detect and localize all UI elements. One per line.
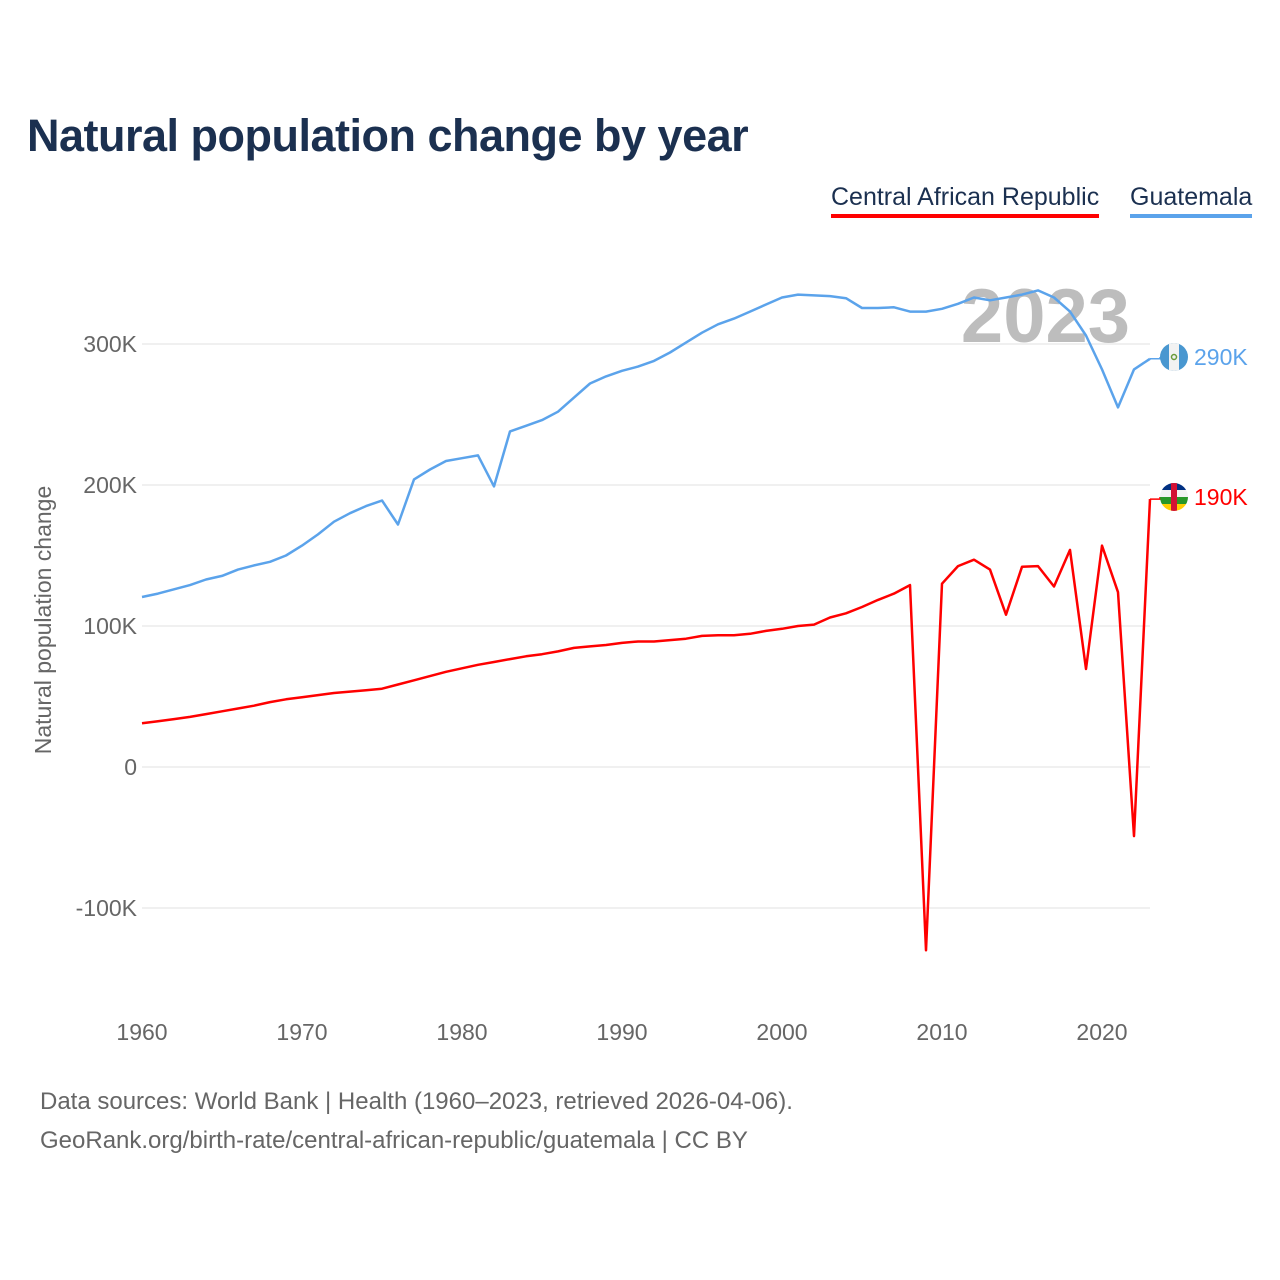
x-tick-label: 2020 (1076, 1019, 1127, 1045)
central-african-republic-flag-icon (1160, 483, 1188, 511)
legend-item-guatemala[interactable]: Guatemala (1130, 183, 1253, 218)
footer-link[interactable]: GeoRank.org/birth-rate/central-african-r… (40, 1127, 748, 1154)
y-tick-label: 200K (83, 472, 137, 498)
x-tick-label: 1970 (276, 1019, 327, 1045)
series-line-guatemala[interactable] (141, 289, 1151, 599)
y-axis-label: Natural population change (30, 486, 56, 755)
end-connector (1150, 497, 1161, 500)
footer-sources: Data sources: World Bank | Health (1960–… (40, 1088, 793, 1115)
x-tick-label: 2000 (756, 1019, 807, 1045)
y-tick-label: 0 (124, 754, 137, 780)
y-tick-label: 100K (83, 613, 137, 639)
year-watermark: 2023 (961, 274, 1130, 359)
end-connector (1150, 357, 1161, 360)
legend-item-central-african-republic[interactable]: Central African Republic (831, 183, 1100, 218)
end-value-label: 290K (1194, 344, 1248, 370)
x-tick-label: 1980 (436, 1019, 487, 1045)
x-tick-label: 1960 (116, 1019, 167, 1045)
x-tick-label: 1990 (596, 1019, 647, 1045)
end-value-label: 190K (1194, 484, 1248, 510)
chart-title: Natural population change by year (27, 110, 749, 161)
x-tick-label: 2010 (916, 1019, 967, 1045)
guatemala-flag-icon (1160, 343, 1188, 371)
series-line-central-african-republic[interactable] (141, 499, 1152, 952)
y-tick-label: 300K (83, 331, 137, 357)
y-tick-label: -100K (76, 895, 138, 921)
